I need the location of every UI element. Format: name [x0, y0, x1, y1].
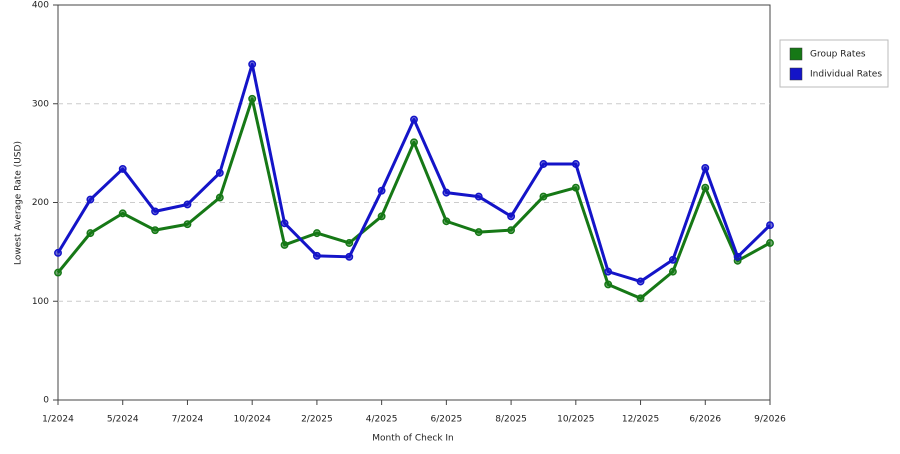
series-line: [56, 97, 771, 300]
data-point: [442, 188, 451, 197]
x-tick-label: 6/2025: [431, 415, 463, 425]
data-point: [766, 239, 774, 247]
data-point: [183, 200, 192, 209]
data-point: [377, 212, 386, 221]
data-point: [701, 163, 710, 172]
x-tick-label: 1/2024: [42, 415, 74, 425]
data-point: [54, 248, 62, 257]
legend-swatch: [789, 67, 803, 81]
legend-label: Group Rates: [810, 50, 866, 60]
data-point: [410, 115, 418, 124]
data-point: [151, 207, 160, 216]
data-point: [312, 251, 321, 260]
x-tick-label: 2/2025: [301, 415, 333, 425]
data-point: [280, 219, 289, 228]
data-point: [571, 160, 580, 168]
x-tick-label: 10/2025: [557, 415, 594, 425]
data-point: [701, 183, 710, 192]
y-tick-label: 300: [32, 99, 49, 109]
data-point: [151, 226, 160, 235]
data-point: [248, 94, 257, 103]
series-line: [56, 62, 772, 283]
data-point: [345, 252, 354, 261]
x-tick-label: 10/2024: [233, 415, 271, 425]
data-point: [474, 192, 483, 201]
x-tick-label: 12/2025: [622, 415, 659, 425]
data-point: [345, 239, 354, 247]
x-axis-label: Month of Check In: [372, 434, 454, 444]
data-point: [668, 255, 677, 264]
data-point: [215, 193, 224, 202]
x-tick-label: 7/2024: [172, 415, 204, 425]
y-tick-label: 100: [32, 297, 49, 307]
data-point: [474, 228, 483, 237]
x-tick-label: 9/2026: [754, 415, 786, 425]
data-point: [636, 294, 645, 303]
data-point: [571, 183, 580, 192]
data-point: [410, 138, 418, 147]
data-point: [86, 229, 95, 238]
legend-swatch: [789, 47, 803, 61]
data-point: [118, 209, 127, 218]
x-tick-label: 6/2026: [689, 415, 721, 425]
x-tick-label: 5/2024: [107, 415, 139, 425]
y-tick-label: 200: [32, 198, 49, 208]
y-axis-label: Lowest Average Rate (USD): [14, 141, 24, 265]
data-point: [604, 280, 613, 289]
y-tick-label: 400: [32, 1, 49, 11]
data-point: [442, 217, 451, 226]
data-point: [312, 229, 321, 238]
x-tick-label: 4/2025: [366, 415, 398, 425]
data-point: [118, 164, 127, 173]
data-point: [215, 168, 224, 177]
data-point: [766, 221, 774, 230]
data-point: [636, 277, 645, 286]
data-point: [539, 160, 548, 168]
data-point: [507, 226, 516, 235]
data-point: [280, 241, 289, 249]
data-point: [507, 212, 516, 221]
data-point: [86, 195, 95, 204]
data-point: [183, 220, 192, 229]
data-point: [733, 252, 742, 261]
data-point: [54, 268, 62, 277]
data-point: [604, 267, 613, 276]
y-tick-label: 0: [43, 396, 49, 406]
data-point: [668, 267, 677, 276]
legend-label: Individual Rates: [810, 70, 882, 80]
data-point: [539, 192, 548, 201]
data-point: [377, 186, 386, 195]
data-point: [248, 60, 257, 69]
x-tick-label: 8/2025: [495, 415, 527, 425]
